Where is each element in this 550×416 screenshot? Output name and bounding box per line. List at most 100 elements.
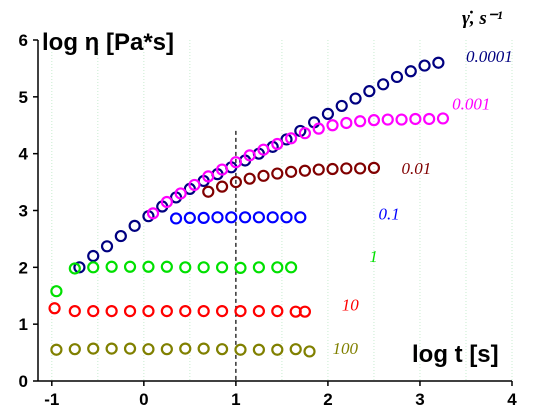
- data-point: [285, 132, 298, 145]
- data-point: [188, 178, 201, 192]
- x-tick-label: -1: [44, 390, 59, 409]
- data-point: [326, 162, 339, 176]
- data-point: [160, 260, 173, 273]
- data-point: [390, 70, 404, 84]
- data-point: [367, 161, 381, 174]
- data-point: [215, 180, 229, 193]
- data-point: [326, 119, 339, 132]
- data-point: [87, 342, 100, 355]
- data-point: [271, 261, 284, 274]
- x-axis-label: log t [s]: [412, 341, 499, 368]
- y-tick-label: 4: [19, 145, 29, 164]
- data-point: [234, 343, 247, 356]
- data-point: [257, 169, 270, 182]
- data-point: [105, 304, 118, 318]
- data-point: [100, 240, 114, 253]
- data-point: [257, 143, 270, 156]
- grid-lines: [51, 40, 513, 381]
- data-point: [271, 167, 284, 180]
- data-point: [114, 229, 127, 243]
- x-tick-label: 4: [507, 390, 517, 409]
- data-point: [174, 187, 187, 200]
- data-point: [289, 343, 302, 356]
- data-point: [298, 127, 312, 140]
- y-tick-label: 0: [19, 372, 28, 391]
- y-tick-label: 2: [19, 258, 28, 277]
- data-point: [312, 122, 325, 135]
- data-point: [354, 115, 367, 128]
- series-label: 0.0001: [466, 47, 513, 66]
- y-tick-label: 5: [19, 88, 28, 107]
- data-point: [409, 112, 422, 126]
- data-point: [229, 175, 242, 189]
- series-1: [50, 260, 298, 298]
- data-point: [363, 85, 376, 98]
- data-point: [105, 342, 118, 355]
- data-point: [123, 260, 137, 273]
- data-point: [50, 343, 63, 356]
- y-tick-label: 1: [19, 315, 28, 334]
- data-point: [169, 212, 183, 225]
- data-point: [298, 164, 312, 177]
- data-point: [197, 342, 210, 355]
- data-point: [87, 304, 100, 318]
- data-point: [128, 219, 141, 232]
- x-tick-label: 1: [231, 390, 240, 409]
- data-point: [229, 156, 242, 169]
- data-point: [377, 78, 390, 91]
- data-point: [436, 112, 450, 125]
- x-tick-label: 0: [139, 390, 148, 409]
- data-point: [197, 261, 210, 274]
- data-point: [50, 285, 63, 298]
- data-point: [238, 211, 252, 224]
- data-point: [179, 261, 192, 274]
- data-point: [340, 116, 353, 130]
- data-point: [367, 114, 381, 127]
- data-point: [321, 107, 335, 120]
- data-point: [68, 262, 81, 275]
- data-point: [404, 65, 417, 78]
- data-point: [285, 261, 298, 274]
- y-tick-label: 3: [19, 202, 28, 221]
- series-0.01: [202, 161, 381, 198]
- data-point: [354, 162, 367, 175]
- data-point: [142, 304, 155, 318]
- data-point: [252, 261, 265, 274]
- y-ticks: 0 1 2 3 4 5 6: [19, 31, 38, 391]
- data-point: [298, 305, 312, 318]
- data-point: [395, 113, 408, 126]
- data-point: [349, 92, 362, 105]
- data-point: [418, 59, 431, 72]
- data-point: [87, 261, 100, 274]
- data-point: [87, 249, 100, 263]
- data-point: [202, 185, 215, 198]
- x-tick-label: 2: [323, 390, 332, 409]
- data-point: [215, 343, 229, 356]
- series-0.0001: [73, 56, 445, 274]
- data-point: [179, 342, 192, 355]
- data-point: [105, 260, 118, 273]
- data-point: [215, 304, 229, 318]
- data-point: [48, 302, 61, 315]
- data-point: [432, 56, 445, 69]
- data-point: [280, 211, 293, 224]
- series-100: [50, 342, 316, 358]
- data-point: [294, 211, 307, 224]
- data-point: [215, 261, 229, 274]
- series-label: 0.001: [452, 95, 490, 114]
- y-tick-label: 6: [19, 31, 28, 50]
- series-0.1: [169, 211, 307, 225]
- data-point: [252, 304, 265, 318]
- data-point: [303, 345, 316, 358]
- data-point: [312, 163, 325, 176]
- data-point: [68, 304, 81, 318]
- data-point: [142, 343, 155, 356]
- data-point: [142, 260, 155, 273]
- data-point: [160, 195, 173, 209]
- series-label: 100: [333, 339, 359, 358]
- axes: [37, 40, 512, 382]
- data-point: [234, 261, 247, 275]
- data-point: [285, 165, 298, 178]
- data-point: [234, 304, 247, 318]
